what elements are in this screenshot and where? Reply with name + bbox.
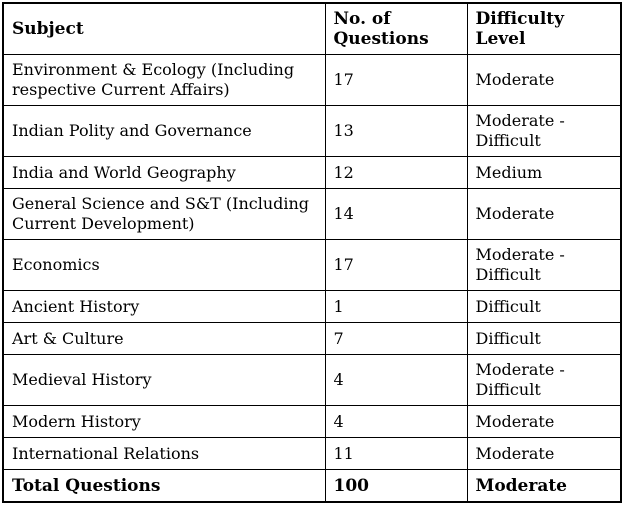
table-body: Environment & Ecology (Including respect… [2,54,622,503]
table-row: Medieval History 4 Moderate - Difficult [2,354,622,406]
header-row: Subject No. of Questions Difficulty Leve… [2,2,622,55]
table-row: Modern History 4 Moderate [2,405,622,438]
questions-cell: 7 [324,322,468,355]
subject-cell: Ancient History [2,290,326,323]
table-row: Environment & Ecology (Including respect… [2,54,622,106]
difficulty-cell: Moderate - Difficult [466,354,622,406]
questions-cell: 12 [324,156,468,189]
column-header-subject: Subject [2,2,326,55]
table-row: International Relations 11 Moderate [2,437,622,470]
difficulty-cell: Moderate [466,469,622,503]
difficulty-cell: Difficult [466,290,622,323]
questions-cell: 14 [324,188,468,240]
subject-cell: Indian Polity and Governance [2,105,326,157]
table-row: General Science and S&T (Including Curre… [2,188,622,240]
subject-cell: General Science and S&T (Including Curre… [2,188,326,240]
difficulty-cell: Difficult [466,322,622,355]
difficulty-cell: Moderate [466,405,622,438]
table-row: Indian Polity and Governance 13 Moderate -… [2,105,622,157]
table-row: Total Questions 100 Moderate [2,469,622,503]
subject-cell: Total Questions [2,469,326,503]
difficulty-cell: Moderate [466,188,622,240]
questions-cell: 17 [324,54,468,106]
subject-cell: India and World Geography [2,156,326,189]
questions-cell: 13 [324,105,468,157]
table-row: Ancient History 1 Difficult [2,290,622,323]
subject-cell: Medieval History [2,354,326,406]
table-row: Art & Culture 7 Difficult [2,322,622,355]
questions-cell: 1 [324,290,468,323]
table-row: Economics 17 Moderate - Difficult [2,239,622,291]
questions-cell: 100 [324,469,468,503]
questions-cell: 4 [324,405,468,438]
subject-cell: Economics [2,239,326,291]
difficulty-cell: Moderate [466,437,622,470]
difficulty-cell: Medium [466,156,622,189]
table-header: Subject No. of Questions Difficulty Leve… [2,2,622,55]
subject-cell: Art & Culture [2,322,326,355]
questions-cell: 17 [324,239,468,291]
column-header-questions: No. of Questions [324,2,468,55]
difficulty-cell: Moderate - Difficult [466,239,622,291]
subject-cell: International Relations [2,437,326,470]
column-header-difficulty: Difficulty Level [466,2,622,55]
subject-cell: Modern History [2,405,326,438]
difficulty-cell: Moderate - Difficult [466,105,622,157]
questions-cell: 11 [324,437,468,470]
subject-cell: Environment & Ecology (Including respect… [2,54,326,106]
difficulty-cell: Moderate [466,54,622,106]
table-row: India and World Geography 12 Medium [2,156,622,189]
questions-cell: 4 [324,354,468,406]
